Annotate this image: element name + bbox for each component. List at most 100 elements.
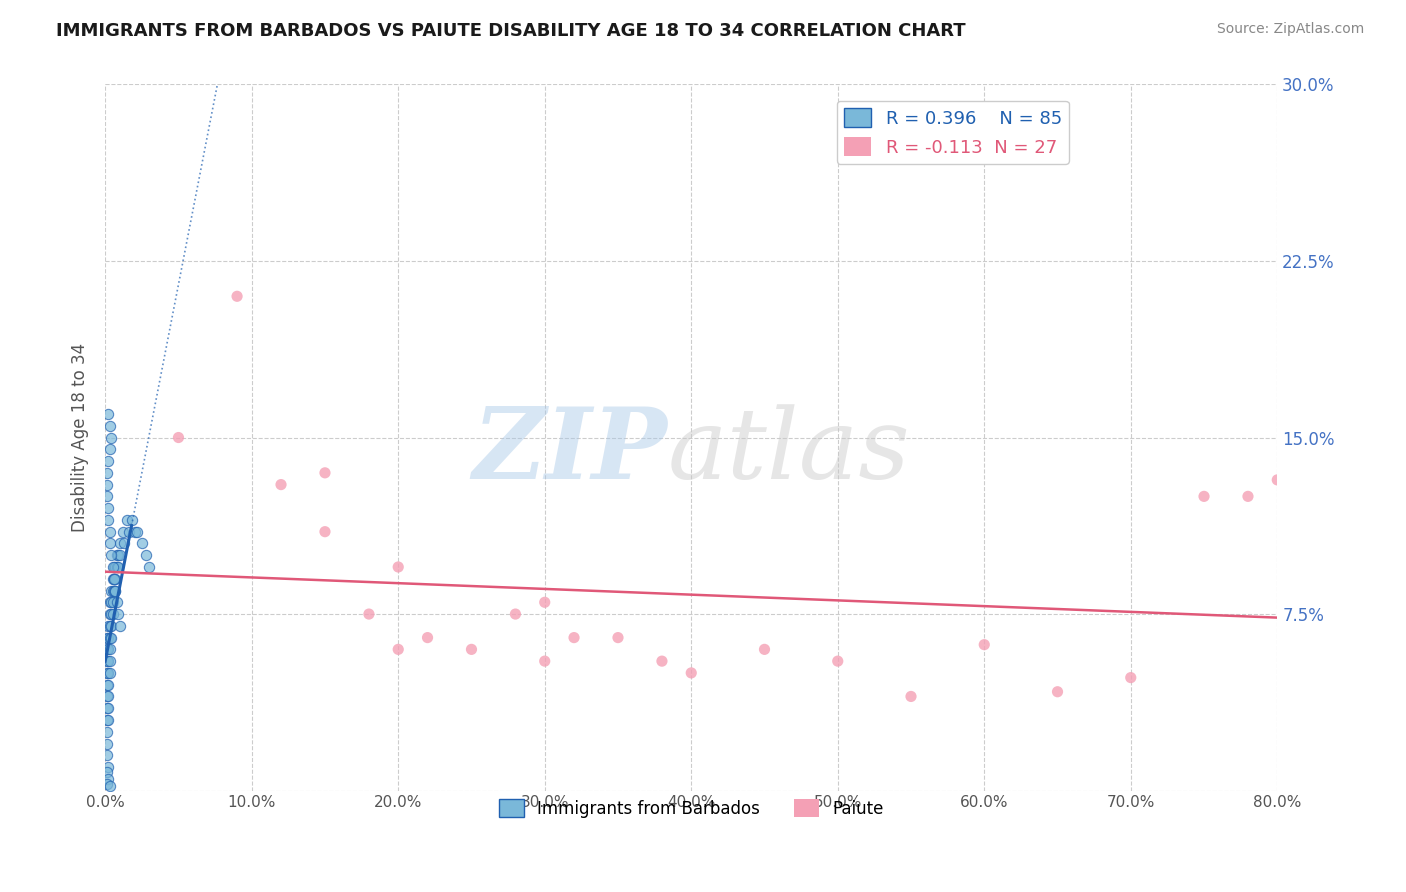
Point [387,560,409,574]
Point [97,513,120,527]
Point [314,524,336,539]
Point [96,642,118,657]
Point [131,536,153,550]
Point [100,631,122,645]
Point [98,631,121,645]
Point [96,748,118,763]
Point [138,560,160,574]
Point [104,560,127,574]
Point [105,595,128,609]
Point [104,572,127,586]
Point [167,430,190,444]
Point [973,638,995,652]
Point [98,524,121,539]
Point [681,665,703,680]
Point [460,642,482,657]
Point [100,619,122,633]
Point [97,772,120,786]
Point [387,642,409,657]
Point [98,619,121,633]
Point [97,654,120,668]
Point [607,631,630,645]
Point [96,690,118,704]
Legend: Immigrants from Barbados, Paiute: Immigrants from Barbados, Paiute [492,793,890,824]
Point [96,701,118,715]
Point [96,737,118,751]
Point [533,595,555,609]
Text: atlas: atlas [668,404,911,500]
Point [111,524,134,539]
Point [108,619,131,633]
Point [105,548,128,562]
Point [98,654,121,668]
Point [97,760,120,774]
Point [270,477,292,491]
Point [104,583,127,598]
Point [1237,489,1260,503]
Point [416,631,439,645]
Point [107,607,129,621]
Point [100,430,122,444]
Point [101,583,124,598]
Point [103,583,125,598]
Point [98,665,121,680]
Point [96,713,118,727]
Point [314,466,336,480]
Point [96,678,118,692]
Point [97,454,120,468]
Point [562,631,585,645]
Text: Source: ZipAtlas.com: Source: ZipAtlas.com [1216,22,1364,37]
Point [101,607,124,621]
Point [651,654,673,668]
Point [97,642,120,657]
Point [100,607,122,621]
Point [107,548,129,562]
Point [112,536,135,550]
Point [100,583,122,598]
Text: IMMIGRANTS FROM BARBADOS VS PAIUTE DISABILITY AGE 18 TO 34 CORRELATION CHART: IMMIGRANTS FROM BARBADOS VS PAIUTE DISAB… [56,22,966,40]
Point [97,631,120,645]
Point [1295,489,1317,503]
Point [105,560,128,574]
Point [97,501,120,516]
Text: ZIP: ZIP [472,403,668,500]
Point [1192,489,1215,503]
Point [1119,671,1142,685]
Point [98,595,121,609]
Point [97,665,120,680]
Point [97,690,120,704]
Point [108,548,131,562]
Point [96,764,118,779]
Point [98,418,121,433]
Point [1265,473,1288,487]
Point [98,607,121,621]
Point [108,536,131,550]
Point [96,665,118,680]
Point [101,560,124,574]
Point [96,654,118,668]
Point [900,690,922,704]
Point [98,642,121,657]
Point [533,654,555,668]
Point [103,572,125,586]
Point [1046,684,1069,698]
Point [97,678,120,692]
Point [121,513,143,527]
Point [97,619,120,633]
Point [96,724,118,739]
Point [98,779,121,793]
Point [96,477,118,491]
Point [827,654,849,668]
Point [357,607,380,621]
Point [226,289,249,303]
Point [96,776,118,790]
Point [100,595,122,609]
Point [115,513,138,527]
Point [100,548,122,562]
Point [97,713,120,727]
Point [103,572,125,586]
Point [101,595,124,609]
Point [124,524,146,539]
Point [135,548,157,562]
Point [103,560,125,574]
